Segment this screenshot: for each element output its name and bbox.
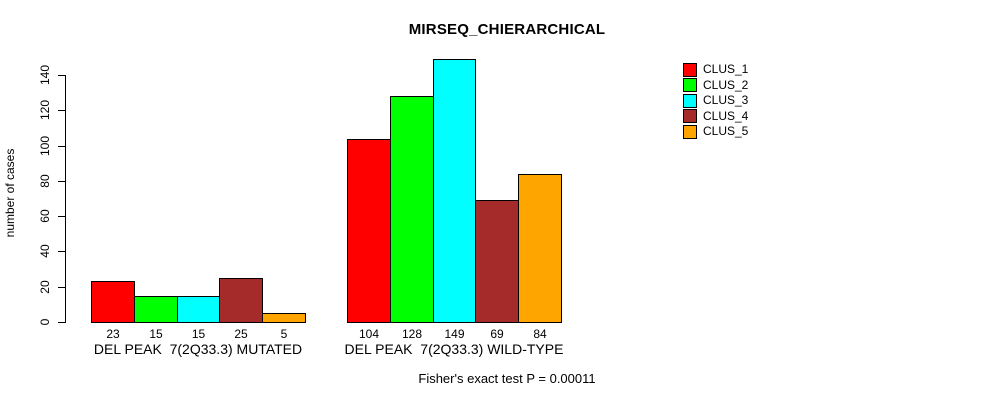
y-tick xyxy=(58,181,65,182)
y-axis-line xyxy=(65,75,66,323)
y-tick xyxy=(58,216,65,217)
legend-label: CLUS_1 xyxy=(703,62,749,77)
y-axis-label: number of cases xyxy=(3,148,17,238)
legend-item: CLUS_1 xyxy=(683,62,748,78)
legend-label: CLUS_3 xyxy=(703,93,749,108)
legend-label: CLUS_2 xyxy=(703,77,749,92)
y-tick-label: 40 xyxy=(38,244,52,258)
bar-clus_1-group1 xyxy=(91,281,135,323)
y-tick-label: 60 xyxy=(38,209,52,223)
y-tick-label: 0 xyxy=(38,318,52,326)
legend-label: CLUS_5 xyxy=(703,124,749,139)
bar-value-label: 69 xyxy=(490,327,504,341)
legend-swatch-clus_1 xyxy=(683,62,697,77)
legend-swatch-clus_3 xyxy=(683,93,697,108)
bar-clus_1-group2 xyxy=(347,139,391,323)
legend-label: CLUS_4 xyxy=(703,108,749,123)
bar-value-label: 5 xyxy=(280,327,288,341)
y-tick-label: 140 xyxy=(38,64,52,86)
annotation-text: Fisher's exact test P = 0.00011 xyxy=(418,371,596,386)
y-tick xyxy=(58,75,65,76)
bar-clus_3-group2 xyxy=(433,59,476,323)
legend-item: CLUS_5 xyxy=(683,124,748,140)
bar-clus_5-group1 xyxy=(262,313,306,323)
legend-item: CLUS_3 xyxy=(683,93,748,109)
bar-value-label: 15 xyxy=(191,327,206,341)
chart-title: MIRSEQ_CHIERARCHICAL xyxy=(408,21,606,38)
category-label: DEL PEAK 7(2Q33.3) MUTATED xyxy=(93,341,303,357)
bar-value-label: 23 xyxy=(106,327,120,341)
legend-item: CLUS_4 xyxy=(683,109,748,125)
bar-clus_4-group2 xyxy=(475,200,519,323)
category-label: DEL PEAK 7(2Q33.3) WILD-TYPE xyxy=(344,341,564,357)
legend-swatch-clus_5 xyxy=(683,124,697,139)
y-tick-label: 80 xyxy=(38,174,52,188)
y-tick xyxy=(58,146,65,147)
y-tick xyxy=(58,251,65,252)
bar-value-label: 128 xyxy=(401,327,423,341)
legend-swatch-clus_2 xyxy=(683,78,697,93)
y-tick-label: 20 xyxy=(38,280,52,294)
bar-value-label: 149 xyxy=(444,327,465,341)
bar-value-label: 84 xyxy=(533,327,547,341)
y-tick xyxy=(58,110,65,111)
bar-value-label: 25 xyxy=(234,327,248,341)
legend-swatch-clus_4 xyxy=(683,109,697,124)
bar-value-label: 15 xyxy=(149,327,163,341)
y-tick-label: 100 xyxy=(38,135,52,157)
y-tick-label: 120 xyxy=(38,99,52,121)
bar-clus_2-group2 xyxy=(390,96,434,323)
legend: CLUS_1 CLUS_2 CLUS_3 CLUS_4 CLUS_5 xyxy=(683,62,748,140)
bar-clus_4-group1 xyxy=(219,278,263,323)
bar-clus_2-group1 xyxy=(134,296,178,323)
bar-clus_5-group2 xyxy=(518,174,562,323)
y-tick xyxy=(58,287,65,288)
y-tick xyxy=(58,322,65,323)
legend-item: CLUS_2 xyxy=(683,78,748,94)
bar-clus_3-group1 xyxy=(177,296,220,323)
bar-value-label: 104 xyxy=(358,327,380,341)
